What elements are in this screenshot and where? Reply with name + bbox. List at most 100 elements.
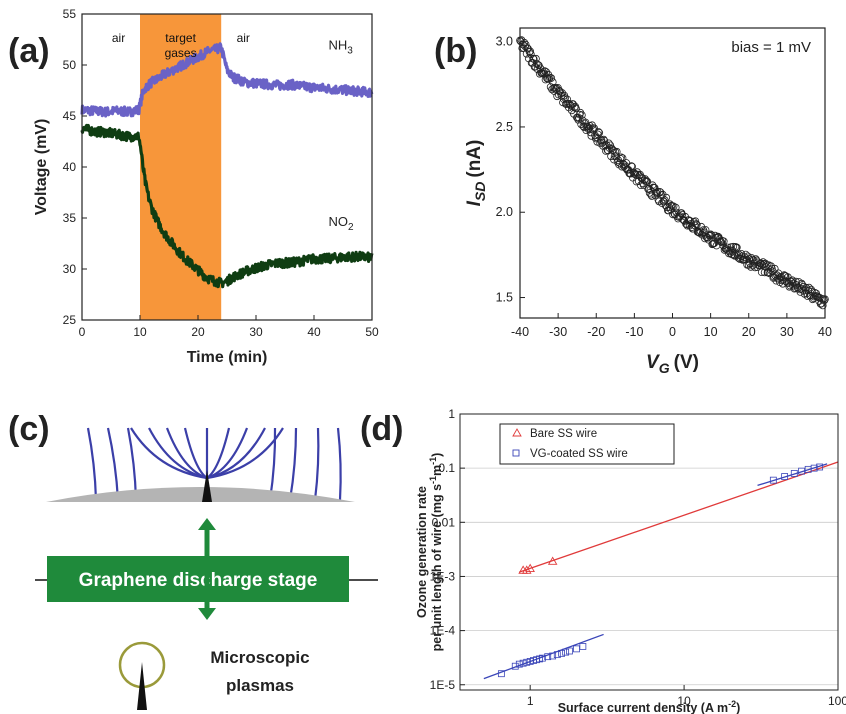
marker-bare (521, 565, 532, 574)
x-tick-label: 10 (704, 325, 718, 339)
data-point (617, 153, 625, 162)
series-label-nh3: NH3 (329, 38, 354, 57)
data-point (594, 128, 603, 136)
y-tick-label: 1E-4 (430, 624, 456, 638)
panel-a-plot-frame (81, 13, 373, 321)
data-point (570, 103, 579, 112)
data-point (719, 237, 728, 246)
panel-label-d: (d) (360, 410, 403, 448)
marker-bare (525, 563, 535, 572)
data-point (733, 243, 741, 252)
marker-vg (553, 651, 561, 659)
data-point (526, 47, 534, 56)
marker-vg (523, 658, 531, 666)
data-point (532, 59, 541, 68)
x-tick-label: 40 (818, 325, 832, 339)
panel-label-b: (b) (434, 32, 477, 70)
annotation-target-gases: target gases (165, 31, 197, 60)
panel-d-chart: 1E-5 1E-4 1E-3 0.01 0.1 1 1 10 100 Bare SS wire … (415, 407, 846, 714)
series-label-no2: NO2 (329, 214, 355, 233)
panel-a-ticks: 0 10 20 30 40 50 25 30 35 40 45 50 55 (63, 7, 379, 339)
marker-vg (566, 647, 573, 655)
panel-a-x-axis-title: Time (min) (187, 349, 268, 366)
y-tick-label: 3.0 (496, 35, 513, 49)
panel-a-series (80, 42, 374, 289)
graphene-stage-label: Graphene discharge stage (79, 570, 318, 591)
marker-vg (497, 670, 505, 678)
data-point (727, 243, 735, 251)
data-point (768, 264, 776, 273)
x-tick-label: 10 (133, 325, 147, 339)
y-tick-label: 2.0 (496, 205, 513, 219)
x-tick-label: 40 (307, 325, 321, 339)
data-point (820, 296, 829, 305)
data-point (642, 177, 651, 185)
data-point (780, 271, 788, 279)
data-point (690, 218, 698, 226)
data-point (652, 188, 660, 197)
fit-line-vg (483, 633, 604, 680)
data-point (567, 102, 575, 110)
data-point (572, 104, 580, 113)
y-tick-label: 25 (63, 313, 77, 327)
data-point (787, 277, 796, 286)
data-point (805, 283, 813, 292)
panel-d-series (483, 461, 839, 680)
data-point (647, 192, 656, 200)
marker-vg (769, 476, 777, 484)
data-point (612, 147, 621, 156)
field-line (313, 427, 320, 501)
legend-label-vg: VG-coated SS wire (530, 448, 628, 460)
x-tick-label: 30 (249, 325, 263, 339)
data-point (595, 129, 604, 137)
plasma-label-line1: Microscopic (210, 648, 309, 667)
marker-vg (816, 463, 824, 471)
data-point (547, 74, 556, 82)
data-point (628, 162, 636, 171)
target-gases-word: target (165, 31, 196, 45)
marker-vg (790, 469, 798, 477)
electrode-base (46, 487, 355, 502)
marker-vg (515, 660, 523, 668)
data-point (732, 244, 740, 252)
y-tick-label: 1E-5 (430, 678, 456, 692)
data-point (578, 111, 586, 119)
data-point (792, 277, 800, 286)
x-tick-label: 30 (780, 325, 794, 339)
data-point (656, 188, 665, 197)
data-point (706, 230, 715, 239)
panel-c-diagram: Graphene discharge stage Microscopic pla… (35, 427, 378, 710)
marker-vg (810, 464, 818, 472)
plasma-label-line2: plasmas (226, 676, 294, 695)
legend-label-bare: Bare SS wire (530, 428, 597, 440)
legend-triangle-marker (512, 428, 522, 437)
marker-vg (544, 653, 552, 661)
y-tick-label: 55 (63, 7, 77, 21)
x-tick-label: 20 (191, 325, 205, 339)
x-tick-label: -10 (625, 325, 643, 339)
y-tick-label: 45 (63, 109, 77, 123)
y-tick-label: 35 (63, 211, 77, 225)
panel-d-y-axis-title-line2: per unit length of wire (mg s-1m-1) (428, 453, 444, 652)
marker-vg (562, 648, 570, 656)
data-point (757, 259, 765, 268)
series-line-no2 (80, 123, 374, 289)
marker-vg (573, 645, 580, 653)
marker-vg (549, 652, 557, 660)
plasma-emitter-tip (137, 662, 147, 710)
panel-label-c: (c) (8, 410, 50, 448)
fit-line-vg (757, 463, 828, 487)
x-tick-label: 0 (669, 325, 676, 339)
data-point (666, 200, 674, 209)
data-point (647, 190, 655, 199)
y-tick-label: 40 (63, 160, 77, 174)
y-tick-label: 1E-3 (430, 569, 456, 583)
annotation-air-right: air (237, 31, 250, 45)
y-tick-label: 2.5 (496, 120, 513, 134)
x-tick-label: -30 (549, 325, 567, 339)
field-line (126, 427, 138, 501)
panel-label-a: (a) (8, 32, 50, 70)
data-point (521, 40, 530, 49)
marker-vg (558, 649, 565, 657)
panel-d-plot-frame (459, 413, 839, 691)
